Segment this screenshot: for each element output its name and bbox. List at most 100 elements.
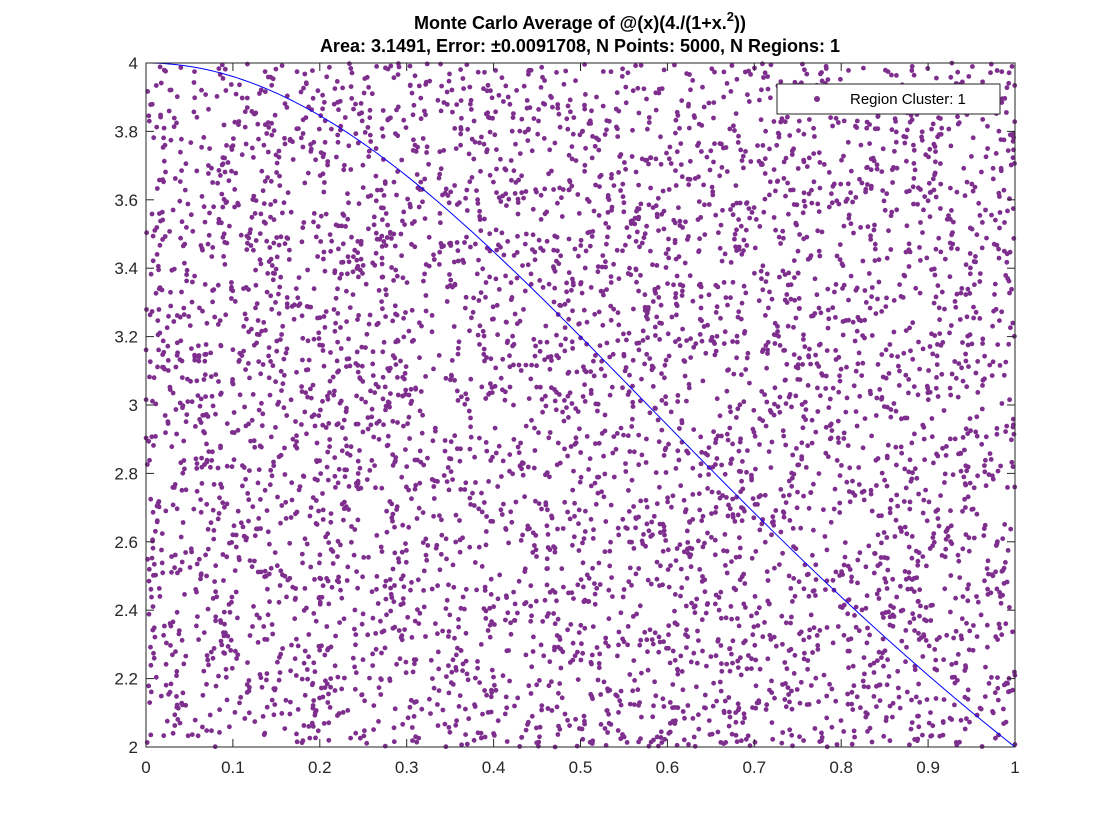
scatter-point — [416, 83, 422, 89]
scatter-point — [269, 622, 275, 627]
scatter-point — [979, 245, 985, 251]
scatter-point — [588, 387, 594, 393]
scatter-point — [937, 331, 943, 336]
scatter-point — [215, 322, 221, 327]
scatter-point — [387, 499, 393, 504]
scatter-point — [891, 298, 897, 303]
scatter-point — [683, 219, 688, 225]
scatter-point — [1004, 423, 1010, 429]
scatter-point — [218, 173, 223, 178]
scatter-point — [464, 234, 469, 240]
scatter-point — [615, 310, 621, 316]
scatter-point — [488, 88, 493, 94]
scatter-point — [267, 482, 273, 488]
scatter-point — [294, 445, 300, 451]
scatter-point — [643, 497, 649, 503]
scatter-point — [644, 96, 649, 102]
scatter-point — [184, 272, 190, 278]
scatter-point — [783, 681, 788, 686]
scatter-point — [487, 390, 493, 396]
scatter-point — [409, 635, 415, 640]
scatter-point — [686, 182, 692, 188]
scatter-point — [892, 534, 898, 539]
scatter-point — [290, 584, 296, 590]
scatter-point — [732, 519, 738, 524]
scatter-point — [239, 95, 245, 101]
scatter-point — [532, 543, 537, 548]
scatter-point — [243, 141, 249, 147]
scatter-point — [399, 253, 404, 259]
scatter-point — [453, 722, 459, 728]
scatter-point — [303, 390, 309, 396]
scatter-point — [639, 240, 645, 246]
scatter-point — [688, 659, 694, 665]
scatter-point — [654, 263, 660, 268]
scatter-point — [436, 688, 442, 693]
scatter-point — [492, 622, 497, 627]
scatter-point — [194, 461, 200, 466]
scatter-point — [344, 356, 350, 362]
scatter-point — [985, 123, 990, 129]
scatter-point — [738, 489, 744, 495]
scatter-point — [948, 323, 954, 328]
scatter-point — [476, 257, 481, 263]
scatter-point — [936, 523, 942, 529]
scatter-point — [869, 285, 875, 290]
scatter-point — [921, 207, 926, 213]
scatter-point — [441, 473, 447, 478]
scatter-point — [666, 623, 672, 629]
scatter-point — [937, 317, 942, 323]
scatter-point — [468, 244, 473, 250]
scatter-point — [300, 560, 305, 566]
scatter-point — [258, 371, 264, 377]
scatter-point — [675, 399, 681, 404]
scatter-point — [455, 351, 461, 357]
scatter-point — [601, 494, 607, 500]
scatter-point — [663, 445, 669, 451]
scatter-point — [644, 521, 650, 527]
scatter-point — [370, 663, 376, 668]
scatter-point — [442, 438, 448, 443]
scatter-point — [978, 706, 984, 712]
scatter-point — [349, 96, 355, 101]
scatter-point — [633, 266, 639, 272]
scatter-point — [625, 642, 630, 648]
scatter-point — [930, 543, 935, 549]
scatter-point — [615, 134, 621, 140]
scatter-point — [247, 558, 253, 563]
scatter-point — [676, 254, 682, 260]
scatter-point — [971, 315, 976, 321]
scatter-point — [198, 396, 204, 402]
scatter-point — [563, 336, 568, 342]
scatter-point — [608, 317, 614, 323]
scatter-point — [909, 440, 915, 446]
scatter-point — [554, 598, 559, 604]
scatter-point — [609, 175, 614, 181]
scatter-point — [439, 517, 444, 523]
scatter-point — [906, 390, 911, 396]
scatter-point — [155, 318, 161, 323]
scatter-point — [344, 364, 349, 369]
scatter-point — [194, 623, 199, 629]
scatter-point — [846, 637, 851, 643]
scatter-point — [177, 720, 183, 726]
scatter-point — [588, 659, 594, 665]
scatter-point — [175, 350, 181, 356]
scatter-point — [616, 642, 621, 648]
scatter-point — [555, 440, 561, 446]
scatter-point — [196, 353, 202, 358]
scatter-point — [555, 732, 561, 737]
scatter-point — [328, 547, 334, 552]
scatter-point — [846, 215, 852, 221]
scatter-point — [206, 106, 211, 112]
scatter-point — [402, 222, 407, 228]
scatter-point — [786, 211, 791, 217]
scatter-point — [322, 180, 327, 185]
scatter-point — [530, 247, 535, 253]
scatter-point — [952, 359, 958, 364]
scatter-point — [765, 347, 770, 353]
scatter-point — [783, 704, 789, 710]
scatter-point — [170, 390, 176, 396]
scatter-point — [464, 671, 470, 677]
scatter-point — [862, 416, 868, 421]
